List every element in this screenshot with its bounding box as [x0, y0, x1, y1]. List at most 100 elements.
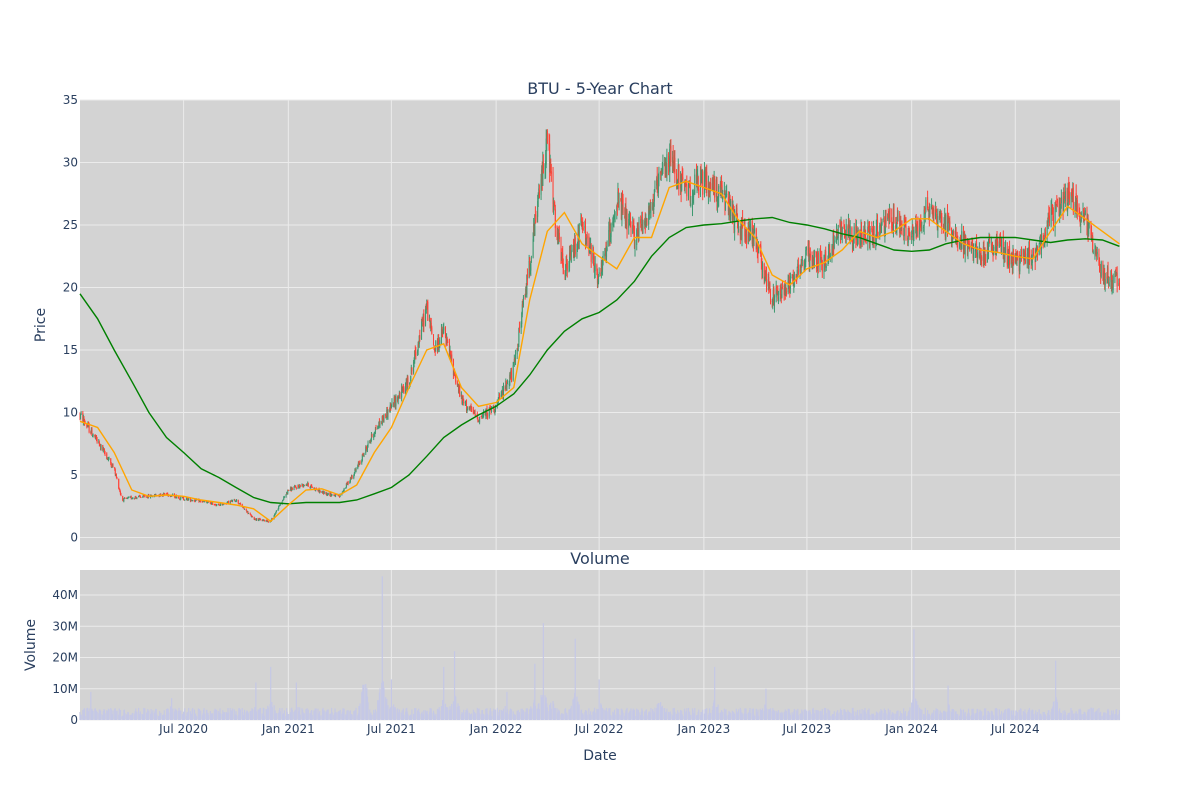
candle-body	[295, 486, 297, 488]
candle-body	[715, 179, 717, 197]
chart-title: BTU - 5-Year Chart	[527, 79, 672, 98]
candle-body	[700, 172, 702, 180]
volume-bar	[494, 709, 497, 720]
volume-bar	[439, 710, 441, 720]
candle-body	[709, 183, 711, 193]
candle-body	[1098, 253, 1100, 265]
volume-bar	[751, 708, 753, 720]
candle-body	[238, 503, 240, 505]
candle-body	[920, 222, 922, 227]
candle-body	[586, 237, 588, 244]
candle-body	[189, 498, 191, 502]
candle-body	[131, 497, 133, 499]
volume-bar	[216, 709, 218, 720]
candle-body	[939, 213, 941, 223]
candle-body	[592, 251, 594, 260]
volume-bar	[1036, 712, 1039, 720]
candle-body	[217, 504, 219, 506]
volume-bar	[626, 707, 628, 720]
candle-body	[624, 209, 626, 222]
price-y-tick-label: 35	[63, 93, 78, 107]
candle-body	[345, 483, 347, 488]
candle-body	[580, 218, 582, 222]
candle-body	[641, 217, 643, 225]
candle-body	[488, 407, 490, 417]
candle-body	[989, 238, 991, 243]
candle-body	[1100, 271, 1102, 277]
candle-body	[699, 175, 701, 195]
candle-body	[843, 227, 845, 229]
volume-bar	[672, 708, 674, 720]
volume-bar	[399, 712, 401, 720]
candle-body	[147, 497, 149, 499]
candle-body	[456, 382, 458, 386]
volume-bar	[993, 715, 995, 720]
volume-bar	[909, 707, 911, 720]
candle-body	[736, 207, 738, 216]
candle-body	[423, 313, 425, 327]
candle-body	[522, 304, 524, 306]
candle-body	[640, 219, 642, 224]
volume-bar	[319, 715, 321, 720]
volume-bar	[263, 707, 265, 720]
volume-bar	[694, 707, 696, 720]
candle-body	[139, 495, 141, 497]
candle-body	[229, 501, 231, 504]
volume-bar	[765, 708, 768, 720]
candle-body	[889, 209, 891, 215]
volume-bar	[243, 709, 246, 720]
volume-bar	[913, 629, 915, 720]
candle-body	[1031, 261, 1033, 265]
candle-body	[460, 394, 462, 397]
candle-body	[548, 143, 550, 146]
candle-body	[1031, 259, 1033, 263]
candle-body	[817, 252, 819, 268]
candle-body	[307, 482, 309, 487]
candle-body	[395, 397, 397, 406]
candle-body	[955, 228, 957, 243]
x-axis-title: Date	[583, 748, 616, 764]
candle-body	[625, 206, 627, 228]
volume-bar	[702, 709, 704, 720]
candle-body	[386, 410, 388, 416]
volume-bar	[586, 714, 588, 720]
volume-bar	[193, 709, 196, 720]
candle-body	[677, 164, 679, 179]
volume-bar	[220, 713, 222, 720]
volume-bar	[793, 708, 795, 720]
candle-body	[978, 249, 980, 253]
candle-body	[379, 421, 381, 426]
candle-body	[657, 184, 659, 192]
volume-bar	[964, 711, 966, 720]
candle-body	[804, 260, 806, 264]
volume-bar	[231, 708, 234, 720]
candle-body	[903, 234, 905, 237]
candle-body	[342, 491, 344, 493]
volume-bar	[678, 712, 680, 720]
volume-bar	[893, 713, 895, 720]
candle-body	[935, 209, 937, 212]
candle-body	[175, 495, 177, 499]
candle-body	[1048, 215, 1050, 223]
volume-bar	[443, 666, 445, 720]
candle-body	[259, 519, 261, 521]
candle-body	[658, 171, 660, 180]
volume-bar	[1080, 714, 1082, 720]
volume-bar	[88, 708, 90, 720]
volume-bar	[734, 714, 736, 720]
candle-body	[163, 492, 165, 496]
candle-body	[491, 406, 493, 413]
candle-body	[443, 327, 445, 331]
candle-body	[1059, 202, 1061, 213]
volume-bar	[825, 713, 827, 720]
candle-body	[796, 269, 798, 278]
candle-body	[789, 276, 791, 289]
candle-body	[441, 330, 443, 333]
candle-body	[984, 252, 986, 260]
volume-bar	[526, 708, 529, 720]
candle-body	[953, 231, 955, 235]
candle-body	[393, 397, 395, 408]
candle-body	[577, 232, 579, 247]
candle-body	[905, 224, 907, 235]
